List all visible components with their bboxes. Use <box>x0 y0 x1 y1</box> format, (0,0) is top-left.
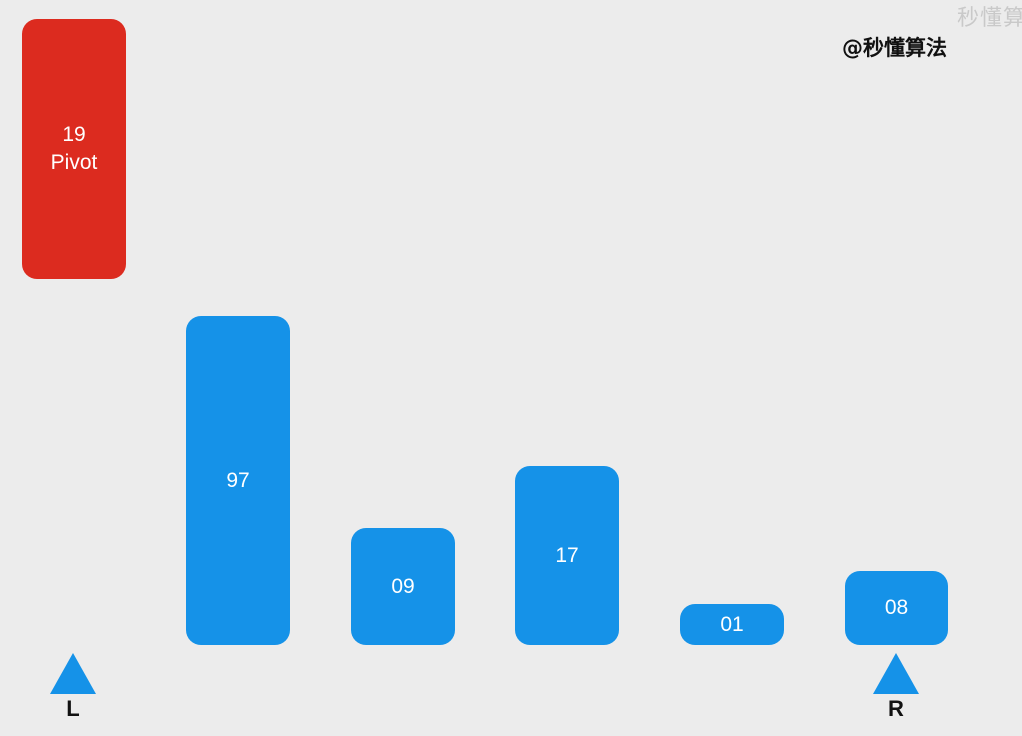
brand-label: @秒懂算法 <box>842 36 947 60</box>
array-bar-2: 17 <box>515 466 619 645</box>
watermark: 秒懂算 <box>956 6 1022 31</box>
pivot-bar: 19 Pivot <box>22 19 126 279</box>
array-bar-value: 17 <box>555 543 579 567</box>
array-bar-4: 08 <box>845 571 948 645</box>
array-bar-value: 09 <box>391 574 415 598</box>
left-pointer-label: L <box>66 696 80 721</box>
pivot-label: Pivot <box>50 151 98 174</box>
pivot-value: 19 <box>62 123 86 146</box>
left-pointer-icon <box>50 653 96 694</box>
right-pointer-icon <box>873 653 919 694</box>
array-bar-3: 01 <box>680 604 784 645</box>
array-bar-value: 01 <box>720 612 744 636</box>
array-bar-value: 97 <box>226 468 250 492</box>
array-bar-1: 09 <box>351 528 455 645</box>
array-bar-0: 97 <box>186 316 290 645</box>
array-bar-value: 08 <box>884 596 909 619</box>
right-pointer-label: R <box>888 696 904 721</box>
